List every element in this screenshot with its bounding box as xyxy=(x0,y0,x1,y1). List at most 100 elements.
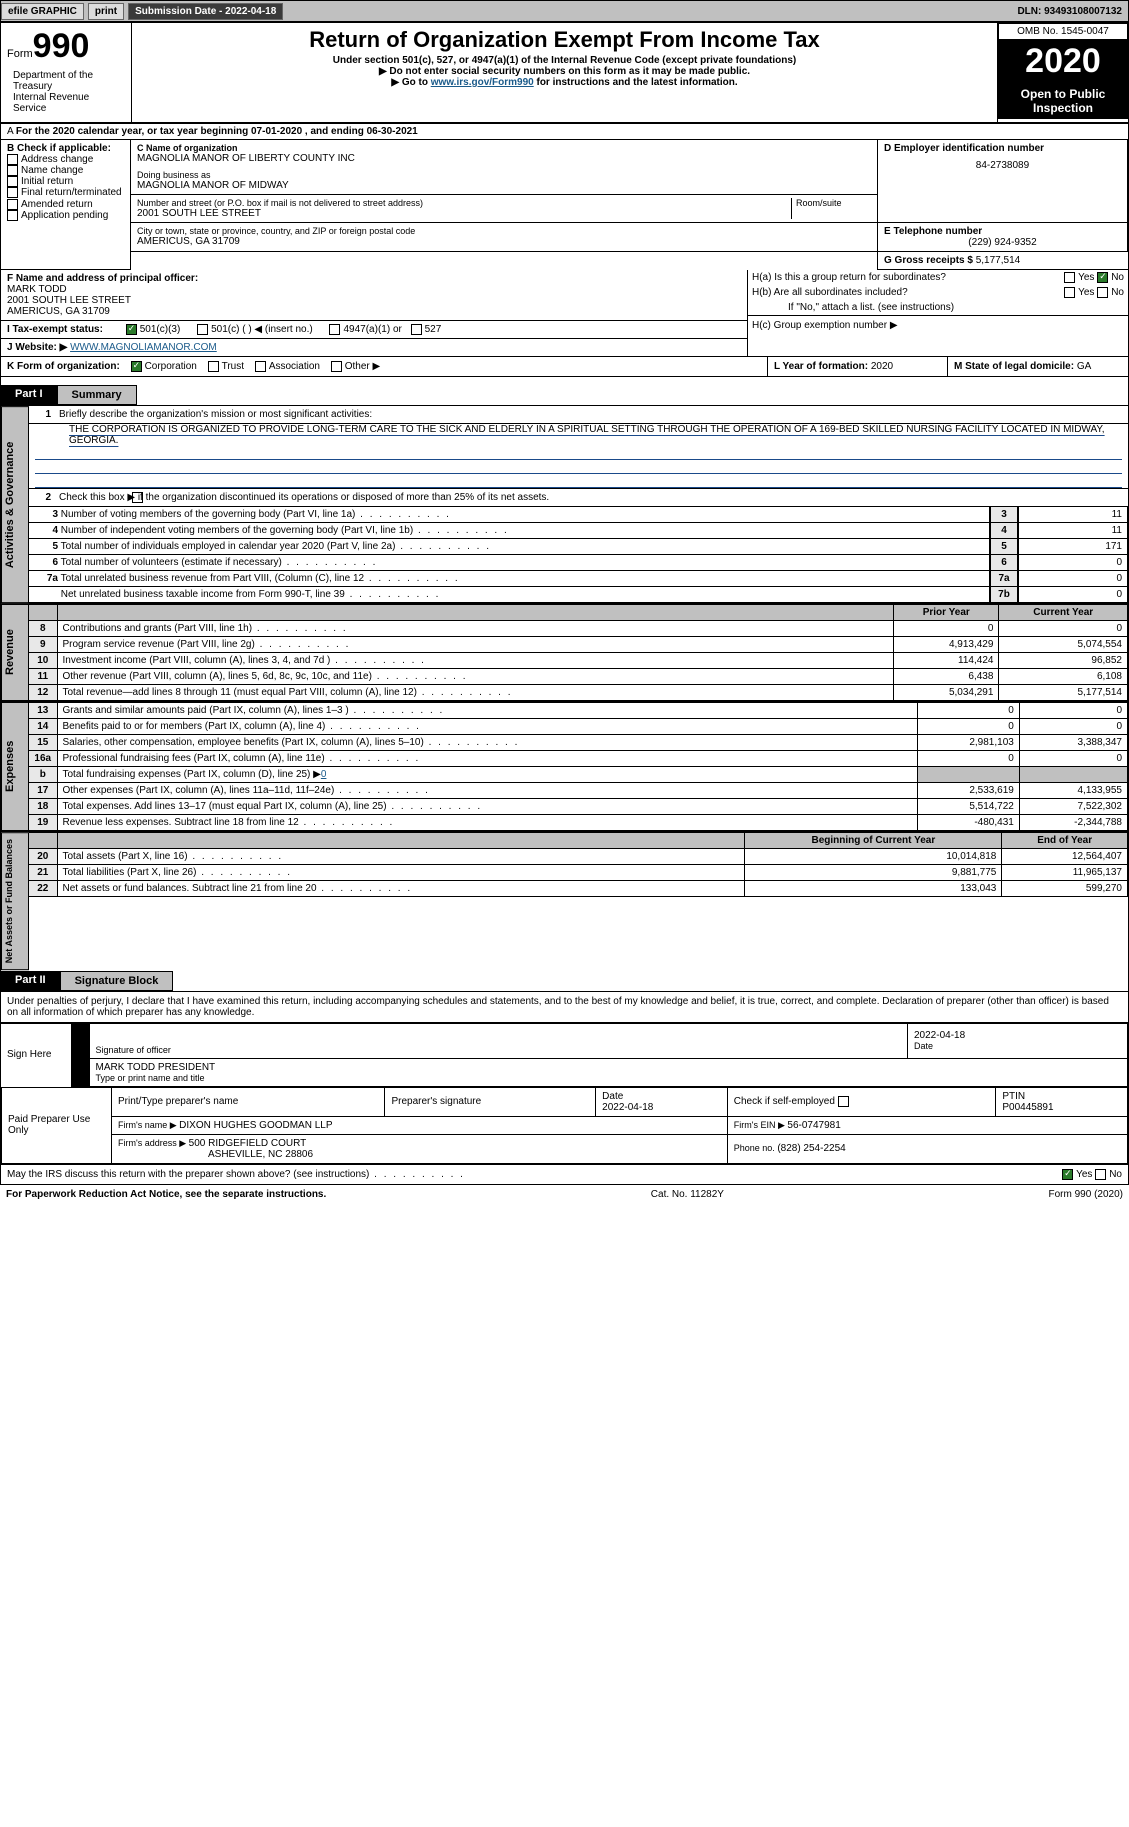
hc: H(c) Group exemption number ▶ xyxy=(748,315,1128,335)
may-discuss-row: May the IRS discuss this return with the… xyxy=(1,1164,1128,1184)
box-i: I Tax-exempt status: 501(c)(3) 501(c) ( … xyxy=(1,320,747,338)
chk-final[interactable]: Final return/terminated xyxy=(21,188,122,199)
netassets-table: Beginning of Current YearEnd of Year 20T… xyxy=(29,832,1128,897)
footer-left: For Paperwork Reduction Act Notice, see … xyxy=(6,1189,326,1200)
officer-name: MARK TODD xyxy=(7,284,741,295)
dln: DLN: 93493108007132 xyxy=(1017,6,1128,17)
subtitle-2: ▶ Do not enter social security numbers o… xyxy=(138,66,991,77)
street: 2001 SOUTH LEE STREET xyxy=(137,208,791,219)
box-h: H(a) Is this a group return for subordin… xyxy=(748,270,1128,356)
telephone: (229) 924-9352 xyxy=(884,237,1121,248)
subtitle-3: ▶ Go to www.irs.gov/Form990 for instruct… xyxy=(138,77,991,88)
form-number-cell: Form990 Department of the Treasury Inter… xyxy=(1,23,131,122)
side-netassets: Net Assets or Fund Balances xyxy=(1,832,29,970)
firm-phone: (828) 254-2254 xyxy=(777,1143,845,1154)
sig-label: Signature of officer xyxy=(96,1045,902,1055)
netassets-block: Net Assets or Fund Balances Beginning of… xyxy=(1,831,1128,970)
form-title: Return of Organization Exempt From Incom… xyxy=(138,27,991,53)
paid-label: Paid Preparer Use Only xyxy=(8,1114,90,1136)
form-container: Form990 Department of the Treasury Inter… xyxy=(0,22,1129,1185)
discuss-yes[interactable] xyxy=(1062,1169,1073,1180)
form-header: Form990 Department of the Treasury Inter… xyxy=(1,23,1128,123)
box-e: E Telephone number (229) 924-9352 xyxy=(878,223,1128,252)
subtitle-1: Under section 501(c), 527, or 4947(a)(1)… xyxy=(138,55,991,66)
org-name: MAGNOLIA MANOR OF LIBERTY COUNTY INC xyxy=(137,153,871,164)
hb-yes[interactable] xyxy=(1064,287,1075,298)
box-c-addr: Number and street (or P.O. box if mail i… xyxy=(131,195,878,223)
footer-mid: Cat. No. 11282Y xyxy=(651,1189,724,1200)
sign-here-block: Sign Here Signature of officer 2022-04-1… xyxy=(1,1022,1128,1087)
efile-button[interactable]: efile GRAPHIC xyxy=(1,3,84,20)
side-ag: Activities & Governance xyxy=(1,406,29,603)
box-b: B Check if applicable: Address change Na… xyxy=(1,140,131,270)
preparer-name-label: Print/Type preparer's name xyxy=(112,1087,385,1116)
hdr-current-year: Current Year xyxy=(999,605,1128,621)
box-j: J Website: ▶ WWW.MAGNOLIAMANOR.COM xyxy=(1,338,747,356)
ein: 84-2738089 xyxy=(884,154,1121,171)
box-d: D Employer identification number 84-2738… xyxy=(878,140,1128,223)
hdr-prior-year: Prior Year xyxy=(894,605,999,621)
chk-corp[interactable] xyxy=(131,361,142,372)
part2-tabs: Part II Signature Block xyxy=(1,971,1128,991)
chk-other[interactable] xyxy=(331,361,342,372)
hdr-boy: Beginning of Current Year xyxy=(745,833,1002,849)
box-c-city: City or town, state or province, country… xyxy=(131,223,878,252)
sign-date: 2022-04-18 xyxy=(914,1030,1121,1041)
expenses-table: 13Grants and similar amounts paid (Part … xyxy=(29,702,1128,831)
expenses-block: Expenses 13Grants and similar amounts pa… xyxy=(1,701,1128,831)
chk-initial[interactable]: Initial return xyxy=(21,176,73,187)
submission-label: Submission Date - xyxy=(135,6,225,17)
chk-address-change[interactable]: Address change xyxy=(21,154,93,165)
chk-527[interactable] xyxy=(411,324,422,335)
dept-label: Department of the Treasury Internal Reve… xyxy=(7,66,125,118)
klm-row: K Form of organization: Corporation Trus… xyxy=(1,357,1128,377)
ha-yes[interactable] xyxy=(1064,272,1075,283)
ha-no[interactable] xyxy=(1097,272,1108,283)
open-public: Open to Public Inspection xyxy=(998,83,1128,119)
chk-name-change[interactable]: Name change xyxy=(21,165,83,176)
website-link[interactable]: WWW.MAGNOLIAMANOR.COM xyxy=(70,342,217,353)
part1-tabs: Part I Summary xyxy=(1,385,1128,405)
entity-block: B Check if applicable: Address change Na… xyxy=(1,140,1128,270)
preparer-date: 2022-04-18 xyxy=(602,1102,653,1113)
firm-addr1: 500 RIDGEFIELD COURT xyxy=(189,1138,307,1149)
box-c-name: C Name of organization MAGNOLIA MANOR OF… xyxy=(131,140,878,195)
chk-discontinued[interactable] xyxy=(132,492,143,503)
box-f: F Name and address of principal officer:… xyxy=(1,270,747,320)
room-label: Room/suite xyxy=(791,198,871,219)
box-l: L Year of formation: 2020 xyxy=(768,357,948,376)
part1-tab: Part I xyxy=(1,385,57,405)
footer: For Paperwork Reduction Act Notice, see … xyxy=(0,1185,1129,1204)
preparer-sig-label: Preparer's signature xyxy=(385,1087,596,1116)
print-button[interactable]: print xyxy=(88,3,124,20)
paid-preparer-block: Paid Preparer Use Only Print/Type prepar… xyxy=(1,1087,1128,1164)
fh-block: F Name and address of principal officer:… xyxy=(1,270,1128,357)
penalty-text: Under penalties of perjury, I declare th… xyxy=(1,991,1128,1022)
firm-name: DIXON HUGHES GOODMAN LLP xyxy=(179,1120,332,1131)
chk-pending[interactable]: Application pending xyxy=(21,210,108,221)
chk-assoc[interactable] xyxy=(255,361,266,372)
hdr-eoy: End of Year xyxy=(1002,833,1128,849)
submission-date: 2022-04-18 xyxy=(225,6,276,17)
chk-amended[interactable]: Amended return xyxy=(21,199,93,210)
box-g: G Gross receipts $ 5,177,514 xyxy=(878,252,1128,270)
discuss-no[interactable] xyxy=(1095,1169,1106,1180)
box-m: M State of legal domicile: GA xyxy=(948,357,1128,376)
chk-4947[interactable] xyxy=(329,324,340,335)
revenue-table: Prior YearCurrent Year 8Contributions an… xyxy=(29,604,1128,701)
officer-name-typed: MARK TODD PRESIDENT xyxy=(96,1062,1122,1073)
form-title-cell: Return of Organization Exempt From Incom… xyxy=(131,23,998,122)
box-k: K Form of organization: Corporation Trus… xyxy=(1,357,768,376)
sign-here-label: Sign Here xyxy=(7,1049,51,1060)
part1-title: Summary xyxy=(57,385,137,405)
ptin: P00445891 xyxy=(1002,1102,1053,1113)
chk-self-employed[interactable] xyxy=(838,1096,849,1107)
hb-no[interactable] xyxy=(1097,287,1108,298)
tax-year: 2020 xyxy=(998,40,1128,83)
part2-tab: Part II xyxy=(1,971,60,991)
chk-trust[interactable] xyxy=(208,361,219,372)
chk-501c[interactable] xyxy=(197,324,208,335)
chk-501c3[interactable] xyxy=(126,324,137,335)
footer-right: Form 990 (2020) xyxy=(1049,1189,1123,1200)
irs-link[interactable]: www.irs.gov/Form990 xyxy=(431,77,534,88)
